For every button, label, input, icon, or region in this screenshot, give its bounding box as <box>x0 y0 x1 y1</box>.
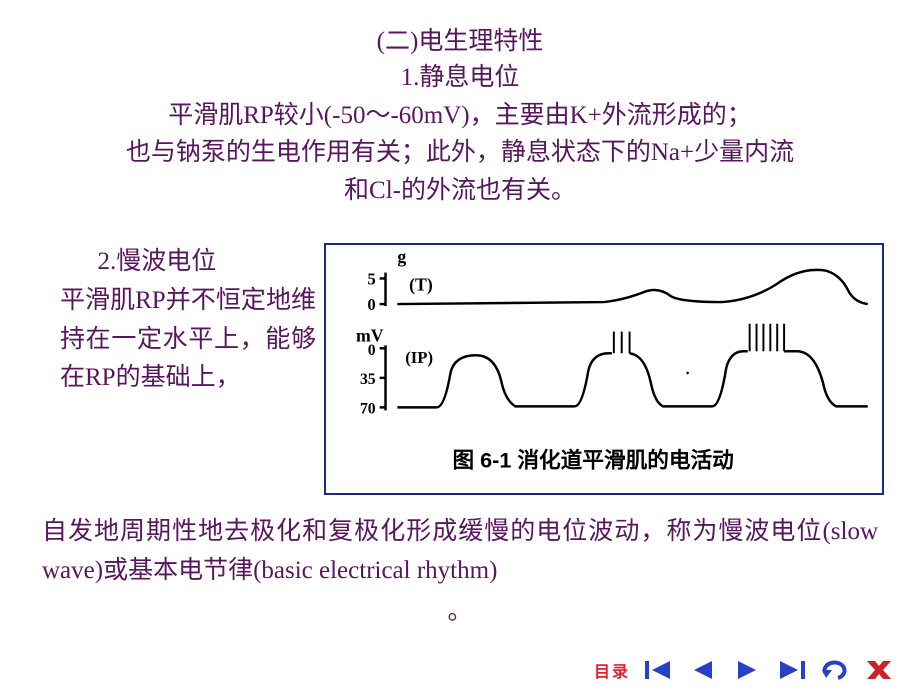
paragraph-bottom: 自发地周期性地去极化和复极化形成缓慢的电位波动，称为慢波电位(slow wave… <box>36 513 884 591</box>
trace-label-t: (T) <box>409 274 433 294</box>
first-icon <box>644 658 674 682</box>
paragraph-top-line2: 也与钠泵的生电作用有关；此外，静息状态下的Na+少量内流 <box>36 134 884 172</box>
paragraph-top-line1: 平滑肌RP较小(-50～-60mV)，主要由K+外流形成的； <box>36 97 884 135</box>
prev-icon <box>688 658 718 682</box>
nav-bar: 目录 <box>594 658 894 682</box>
ip-spikes-1 <box>614 332 630 354</box>
section-heading: (二)电生理特性 <box>36 24 884 60</box>
subsection-paragraph: 平滑肌RP并不恒定地维持在一定水平上，能够在RP的基础上， <box>60 282 316 398</box>
figure-caption: 图 6-1 消化道平滑肌的电活动 <box>452 447 733 472</box>
prev-button[interactable] <box>688 658 718 682</box>
ip-trace-seg2 <box>630 351 748 406</box>
subsection-heading-1: 1.静息电位 <box>36 60 884 96</box>
waveform-chart: g 5 0 (T) mV 0 35 70 (IP) <box>326 245 882 493</box>
close-icon <box>864 658 894 682</box>
tick-g-0: 0 <box>367 295 375 314</box>
tension-trace <box>397 270 867 304</box>
last-button[interactable] <box>776 658 806 682</box>
paragraph-top-line3: 和Cl-的外流也有关。 <box>36 172 884 210</box>
tick-mv-70: 70 <box>360 400 376 417</box>
return-icon <box>820 658 850 682</box>
trace-label-ip: (IP) <box>405 348 433 367</box>
last-icon <box>776 658 806 682</box>
next-icon <box>732 658 762 682</box>
close-button[interactable] <box>864 658 894 682</box>
axis-unit-g: g <box>397 247 406 267</box>
ip-spikes-2 <box>750 324 784 352</box>
tick-mv-35: 35 <box>360 371 376 388</box>
return-button[interactable] <box>820 658 850 682</box>
next-button[interactable] <box>732 658 762 682</box>
tick-g-5: 5 <box>367 269 375 288</box>
subsection-heading-2: 2.慢波电位 <box>60 243 316 282</box>
artifact-dot <box>686 372 689 375</box>
trailing-period: 。 <box>36 591 884 627</box>
ip-trace-seg3 <box>784 351 868 406</box>
tick-mv-0: 0 <box>368 342 376 359</box>
figure-6-1: g 5 0 (T) mV 0 35 70 (IP) <box>324 243 884 495</box>
first-button[interactable] <box>644 658 674 682</box>
toc-button[interactable]: 目录 <box>594 658 630 682</box>
left-text-column: 2.慢波电位 平滑肌RP并不恒定地维持在一定水平上，能够在RP的基础上， <box>36 243 316 398</box>
